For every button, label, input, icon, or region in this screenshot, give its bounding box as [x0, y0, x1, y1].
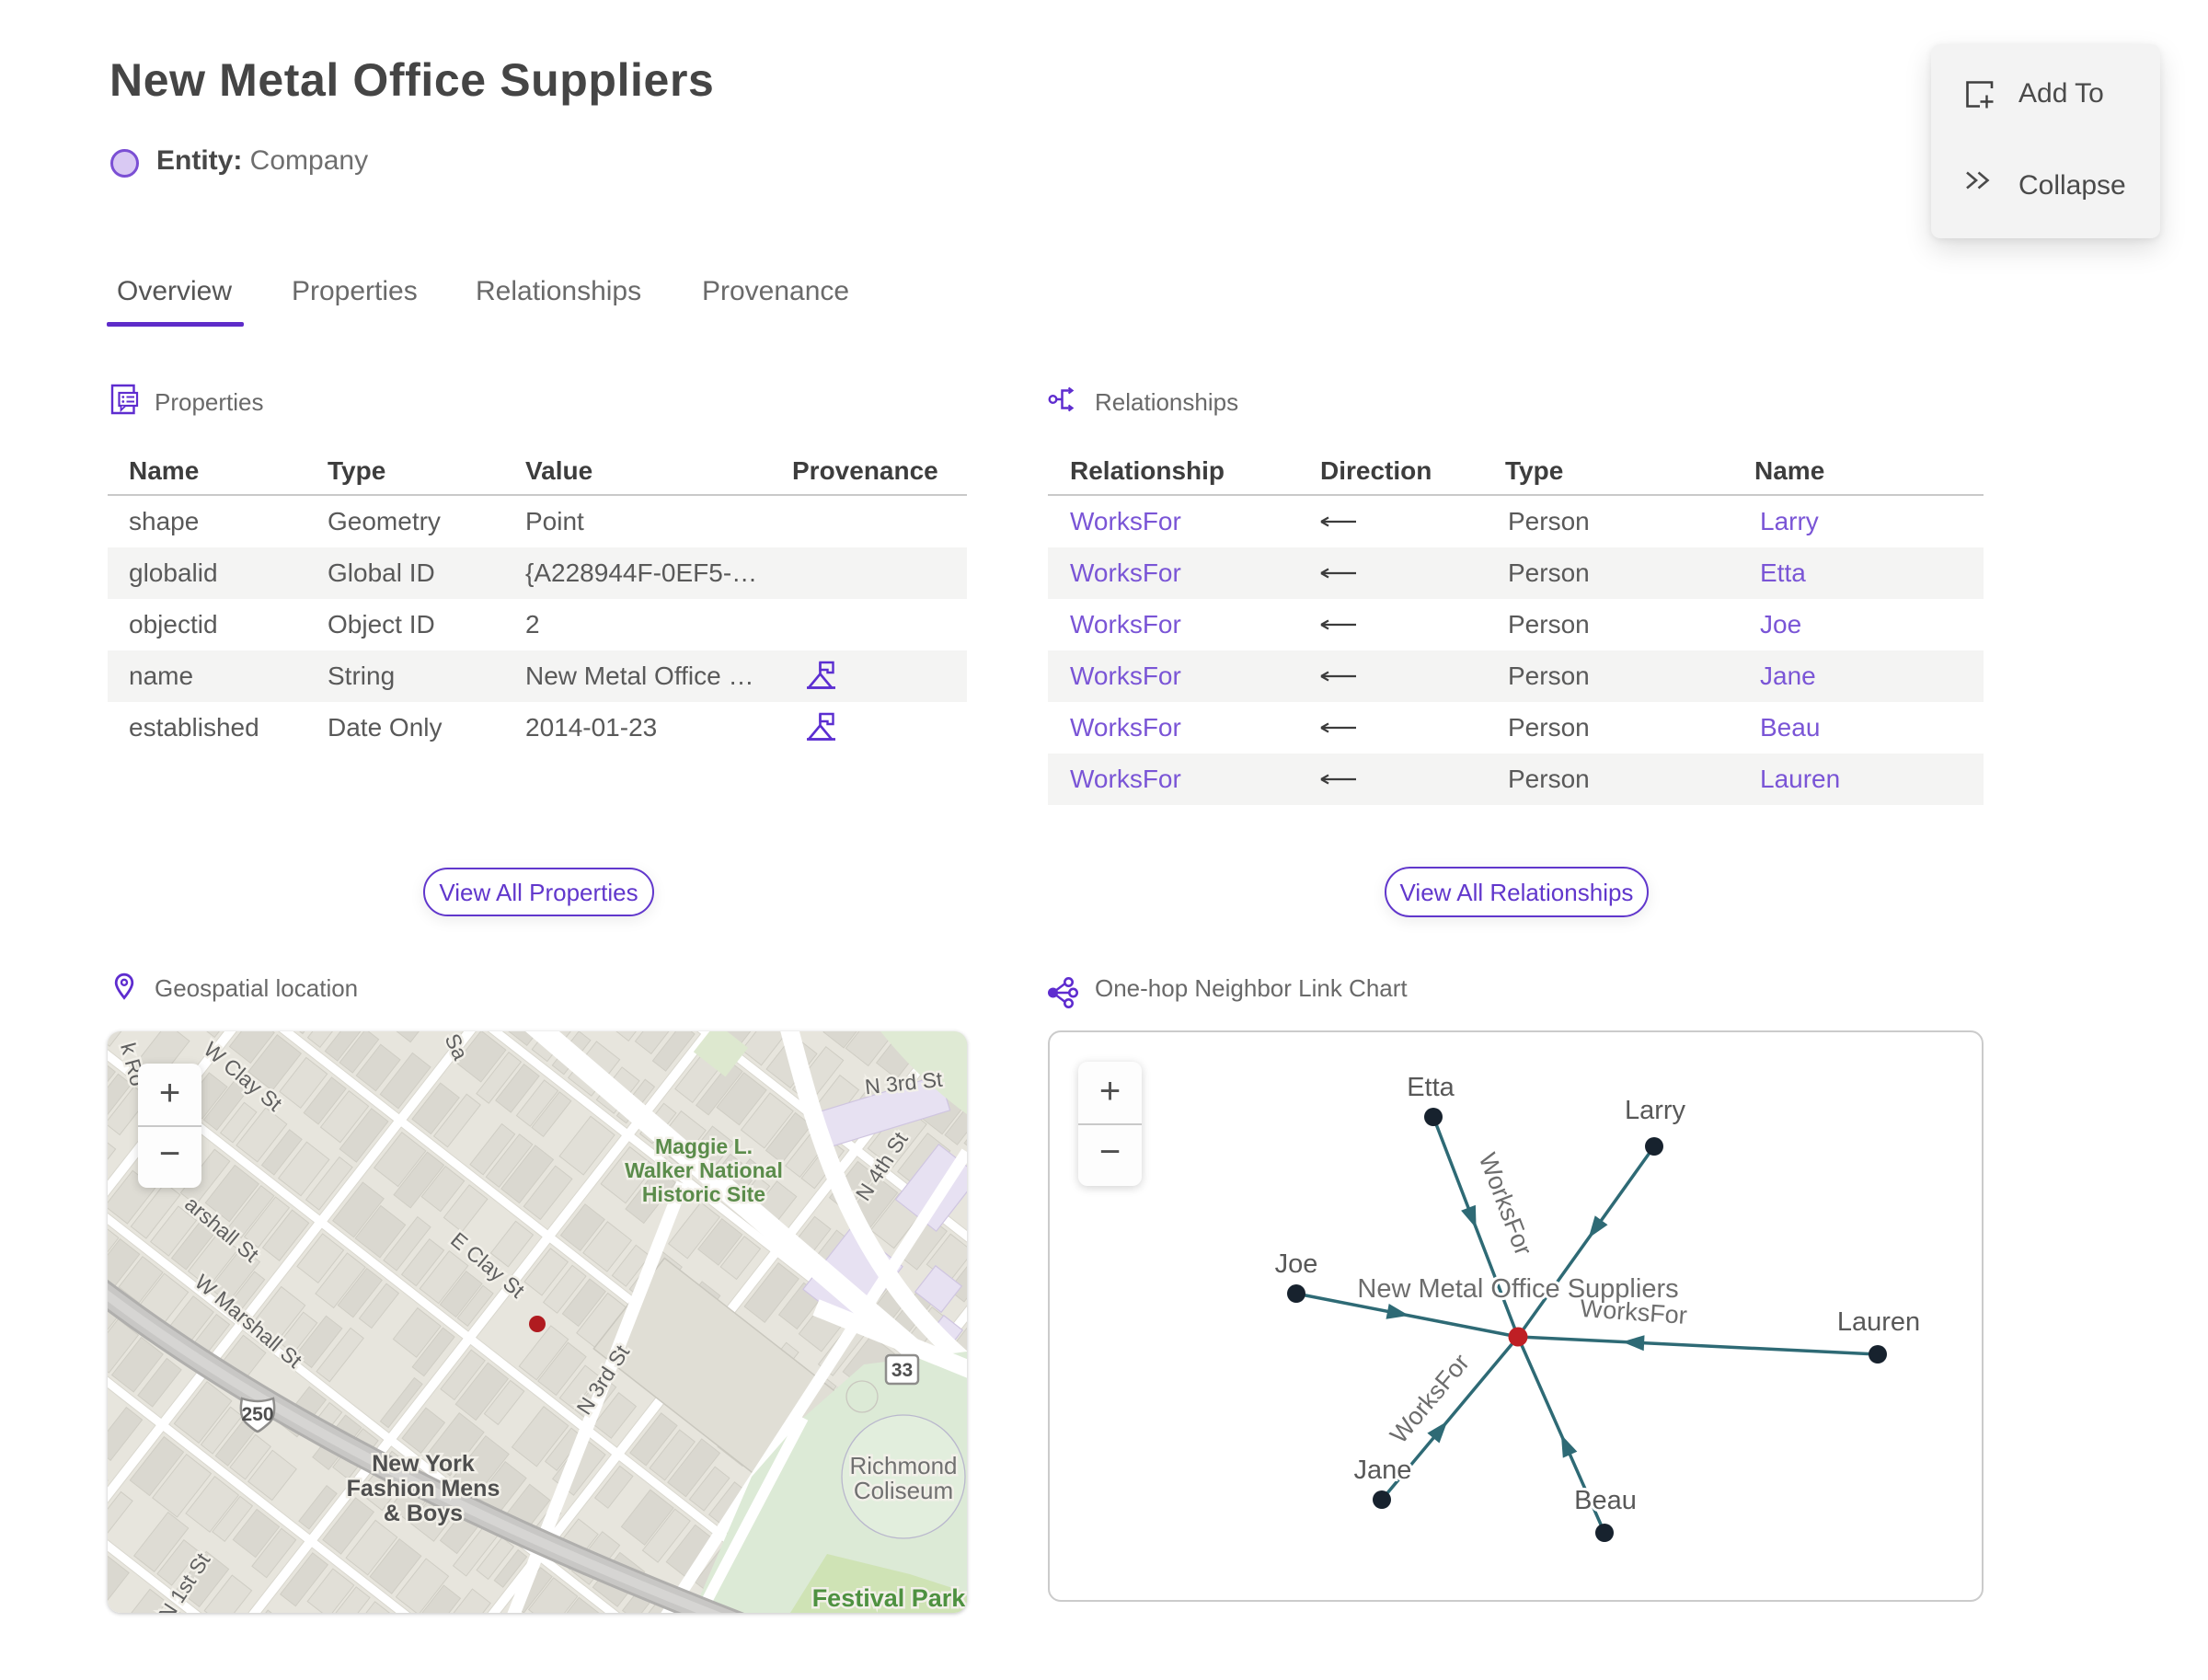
svg-text:Richmond: Richmond	[849, 1452, 957, 1479]
svg-text:Joe: Joe	[1275, 1249, 1318, 1279]
svg-text:& Boys: & Boys	[384, 1501, 463, 1526]
svg-text:Etta: Etta	[1407, 1073, 1455, 1102]
svg-text:Historic Site: Historic Site	[642, 1182, 765, 1206]
svg-text:Coliseum: Coliseum	[854, 1477, 953, 1504]
svg-text:Festival Park: Festival Park	[812, 1584, 967, 1612]
svg-text:Lauren: Lauren	[1837, 1307, 1920, 1337]
svg-text:Walker National: Walker National	[625, 1158, 783, 1182]
svg-text:Larry: Larry	[1625, 1096, 1686, 1125]
svg-text:New Metal Office Suppliers: New Metal Office Suppliers	[1357, 1274, 1678, 1304]
svg-text:Jane: Jane	[1354, 1456, 1412, 1485]
svg-text:Fashion Mens: Fashion Mens	[347, 1476, 500, 1502]
svg-text:Beau: Beau	[1574, 1486, 1637, 1515]
svg-text:250: 250	[241, 1404, 273, 1425]
svg-text:New York: New York	[372, 1451, 475, 1477]
svg-text:33: 33	[891, 1360, 913, 1381]
svg-text:Maggie L.: Maggie L.	[655, 1134, 753, 1158]
